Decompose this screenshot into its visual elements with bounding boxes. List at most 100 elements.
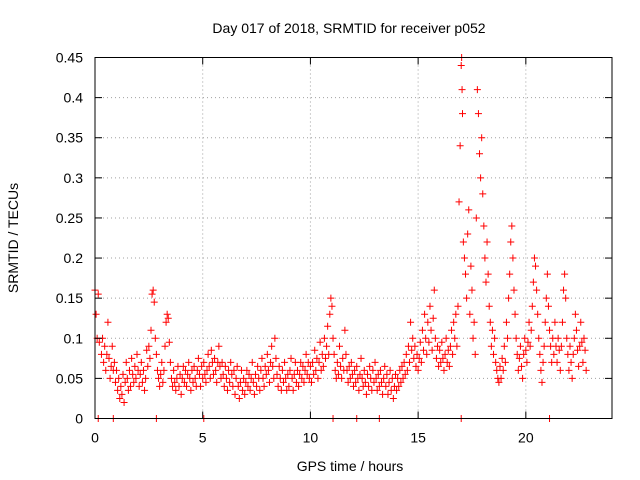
data-point — [151, 334, 159, 342]
data-point — [403, 366, 411, 374]
data-point — [239, 386, 247, 394]
data-point — [553, 358, 561, 366]
data-point — [135, 382, 143, 390]
data-point — [375, 382, 383, 390]
data-point — [156, 382, 164, 390]
data-point — [542, 294, 550, 302]
data-point — [125, 366, 133, 374]
data-point — [425, 338, 433, 346]
data-point — [571, 310, 579, 318]
data-point — [227, 358, 235, 366]
data-point — [540, 342, 548, 350]
data-point — [162, 318, 170, 326]
data-point — [373, 386, 381, 394]
data-point — [398, 362, 406, 370]
data-point — [448, 326, 456, 334]
data-point — [437, 358, 445, 366]
data-point — [418, 326, 426, 334]
data-point — [211, 354, 219, 362]
data-point — [106, 374, 114, 382]
data-point — [178, 374, 186, 382]
data-point — [568, 374, 576, 382]
data-point — [399, 374, 407, 382]
data-point — [424, 318, 432, 326]
data-point — [292, 378, 300, 386]
data-point — [479, 190, 487, 198]
data-point — [445, 362, 453, 370]
data-point — [347, 358, 355, 366]
data-point — [246, 386, 254, 394]
data-point — [297, 358, 305, 366]
y-tick-label: 0.45 — [56, 50, 83, 66]
data-point — [191, 374, 199, 382]
data-point — [505, 294, 513, 302]
data-point — [569, 350, 577, 358]
data-point — [164, 314, 172, 322]
data-point — [284, 370, 292, 378]
data-point — [484, 270, 492, 278]
data-point — [279, 378, 287, 386]
data-point — [497, 374, 505, 382]
data-point — [434, 342, 442, 350]
data-point — [557, 342, 565, 350]
data-point — [474, 110, 482, 118]
grid-lines — [95, 57, 612, 419]
data-point — [360, 366, 368, 374]
data-point — [478, 134, 486, 142]
data-point — [132, 374, 140, 382]
data-point — [316, 338, 324, 346]
data-point — [209, 370, 217, 378]
data-point — [131, 362, 139, 370]
data-point — [490, 350, 498, 358]
data-point — [254, 362, 262, 370]
data-point — [513, 350, 521, 358]
x-tick-label: 15 — [410, 430, 426, 446]
data-point — [355, 386, 363, 394]
data-point — [436, 346, 444, 354]
data-point — [158, 358, 166, 366]
y-tick-label: 0.05 — [56, 370, 83, 386]
data-point — [272, 354, 280, 362]
y-tick-label: 0.25 — [56, 210, 83, 226]
data-point — [344, 378, 352, 386]
x-tick-label: 10 — [303, 430, 319, 446]
data-point — [544, 302, 552, 310]
data-point — [514, 366, 522, 374]
data-point — [160, 366, 168, 374]
data-point — [454, 302, 462, 310]
data-point — [512, 334, 520, 342]
data-point — [493, 366, 501, 374]
data-point — [412, 362, 420, 370]
data-point — [219, 370, 227, 378]
data-point — [550, 350, 558, 358]
data-point — [427, 326, 435, 334]
x-tick-label: 20 — [518, 430, 534, 446]
data-point — [231, 390, 239, 398]
y-tick-labels: 0 0.05 0.1 0.15 0.2 0.25 0.3 0.35 0.4 0.45 — [56, 50, 83, 427]
data-point — [118, 390, 126, 398]
data-point — [92, 310, 100, 318]
plot-frame — [94, 57, 613, 419]
data-point — [342, 350, 350, 358]
data-point — [579, 358, 587, 366]
data-point — [465, 206, 473, 214]
data-point — [460, 254, 468, 262]
data-point — [203, 366, 211, 374]
data-point — [350, 382, 357, 390]
data-point — [401, 370, 409, 378]
data-point — [166, 358, 174, 366]
data-point — [392, 370, 400, 378]
data-point — [269, 362, 277, 370]
data-point — [152, 350, 160, 358]
data-point — [295, 382, 303, 390]
data-point — [516, 342, 524, 350]
data-point — [305, 374, 313, 382]
data-point — [507, 238, 515, 246]
data-point — [226, 378, 234, 386]
data-point — [194, 354, 202, 362]
data-point — [150, 298, 158, 306]
axis-ticks — [94, 57, 612, 419]
data-point — [114, 386, 122, 394]
data-point — [409, 334, 417, 342]
data-point — [444, 346, 452, 354]
